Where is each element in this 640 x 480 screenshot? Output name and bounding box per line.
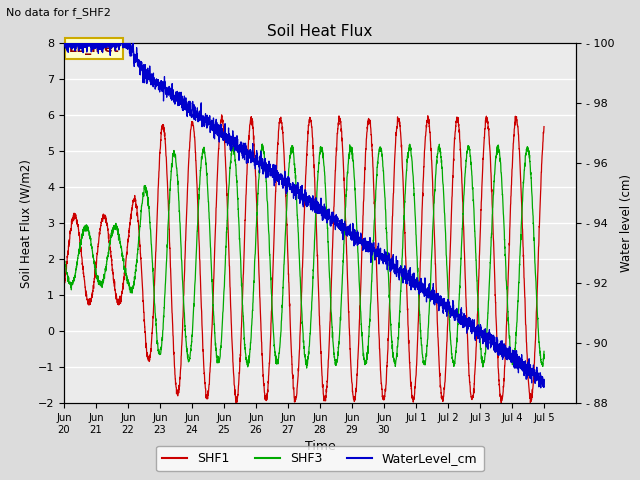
Y-axis label: Water level (cm): Water level (cm) [620,174,633,272]
X-axis label: Time: Time [305,440,335,453]
Title: Soil Heat Flux: Soil Heat Flux [268,24,372,39]
Text: EE_met: EE_met [69,42,120,55]
Y-axis label: Soil Heat Flux (W/m2): Soil Heat Flux (W/m2) [19,159,32,288]
Legend: SHF1, SHF3, WaterLevel_cm: SHF1, SHF3, WaterLevel_cm [156,446,484,471]
Text: No data for f_SHF2: No data for f_SHF2 [6,7,111,18]
